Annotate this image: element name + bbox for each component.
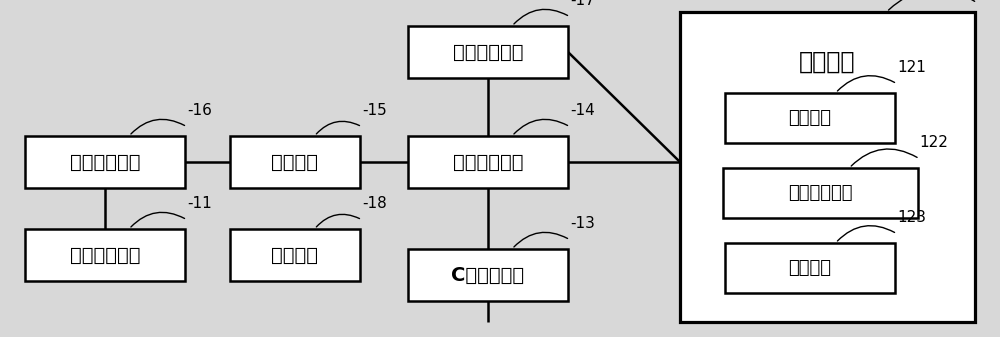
Text: 第二采集模块: 第二采集模块 <box>788 184 852 202</box>
Text: -18: -18 <box>362 196 387 211</box>
Text: 获取模块: 获取模块 <box>788 109 832 127</box>
Bar <box>230 136 360 188</box>
Text: -11: -11 <box>187 196 212 211</box>
Bar <box>230 229 360 281</box>
Text: -17: -17 <box>570 0 595 8</box>
Text: 配准模块: 配准模块 <box>272 153 318 172</box>
Bar <box>408 249 568 301</box>
Text: 第一采集模块: 第一采集模块 <box>70 245 140 265</box>
Text: 第一存储模块: 第一存储模块 <box>70 153 140 172</box>
Bar <box>25 136 185 188</box>
Text: -16: -16 <box>187 103 212 118</box>
Text: -14: -14 <box>570 103 595 118</box>
Bar <box>408 136 568 188</box>
Text: 123: 123 <box>897 210 926 225</box>
Text: 第二存储模块: 第二存储模块 <box>453 42 523 61</box>
Bar <box>25 229 185 281</box>
Bar <box>680 12 975 322</box>
Bar <box>725 93 895 143</box>
Text: C型臂跟踪器: C型臂跟踪器 <box>451 266 525 284</box>
Text: 第一计算模块: 第一计算模块 <box>453 153 523 172</box>
Bar <box>408 26 568 78</box>
Bar <box>725 243 895 293</box>
Text: -15: -15 <box>362 103 387 118</box>
Bar <box>722 168 918 218</box>
Text: 校正模块: 校正模块 <box>272 245 318 265</box>
Text: 121: 121 <box>897 60 926 75</box>
Text: 确定模块: 确定模块 <box>799 50 856 74</box>
Text: -13: -13 <box>570 216 595 231</box>
Text: 122: 122 <box>920 135 948 150</box>
Text: 建立模块: 建立模块 <box>788 259 832 277</box>
